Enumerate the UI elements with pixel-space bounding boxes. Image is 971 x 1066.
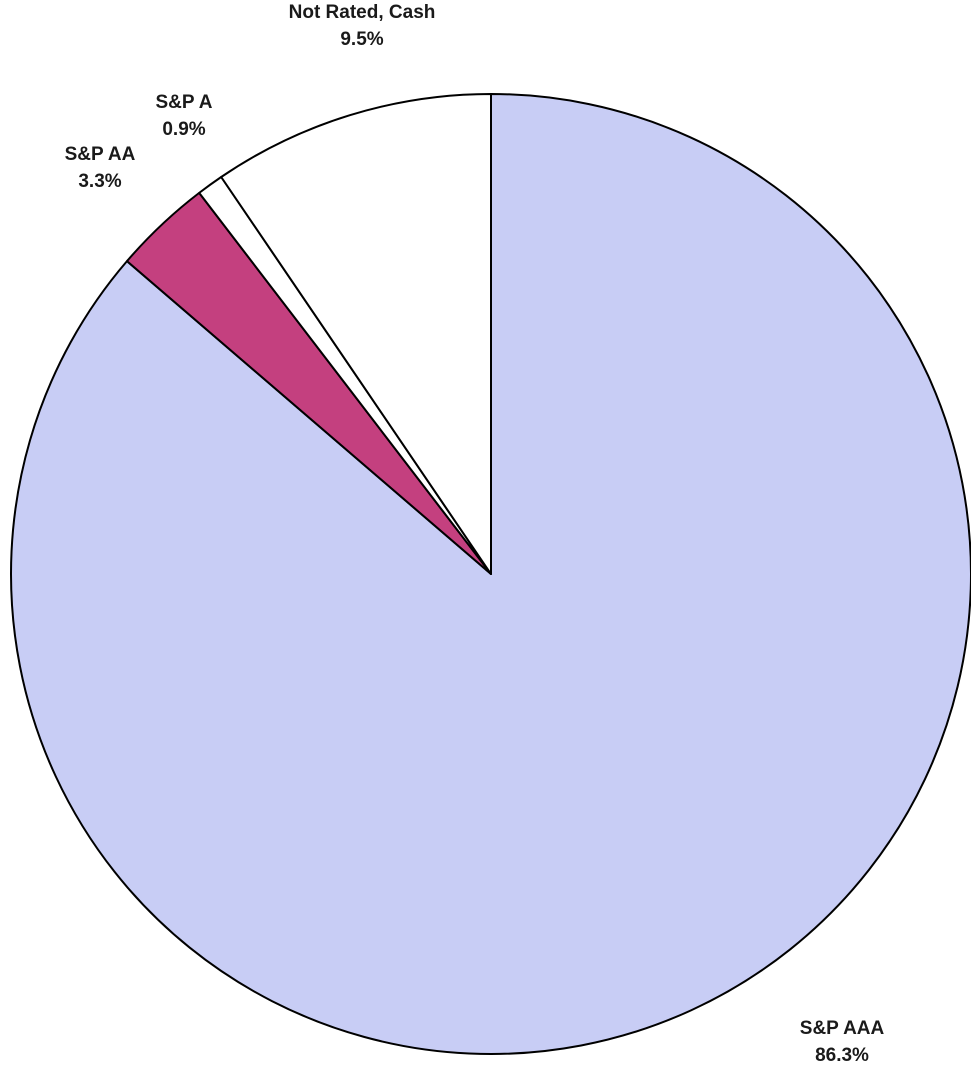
slice-value-s-p-aa: 3.3% [78, 171, 121, 192]
pie-slice-not-rated-cash [220, 93, 492, 575]
slice-value-s-p-aaa: 86.3% [815, 1045, 869, 1066]
pie-labels: S&P AAA 86.3% S&P AA 3.3% S&P A 0.9% Not Rated… [65, 2, 885, 1066]
slice-label-s-p-aaa: S&P AAA [800, 1018, 885, 1039]
slice-value-not-rated-cash: 9.5% [340, 29, 383, 50]
pie-slices [10, 93, 971, 1055]
slice-label-s-p-a: S&P A [155, 92, 212, 113]
slice-label-not-rated-cash: Not Rated, Cash [289, 2, 436, 23]
slice-label-s-p-aa: S&P AA [65, 144, 136, 165]
slice-value-s-p-a: 0.9% [162, 119, 205, 140]
